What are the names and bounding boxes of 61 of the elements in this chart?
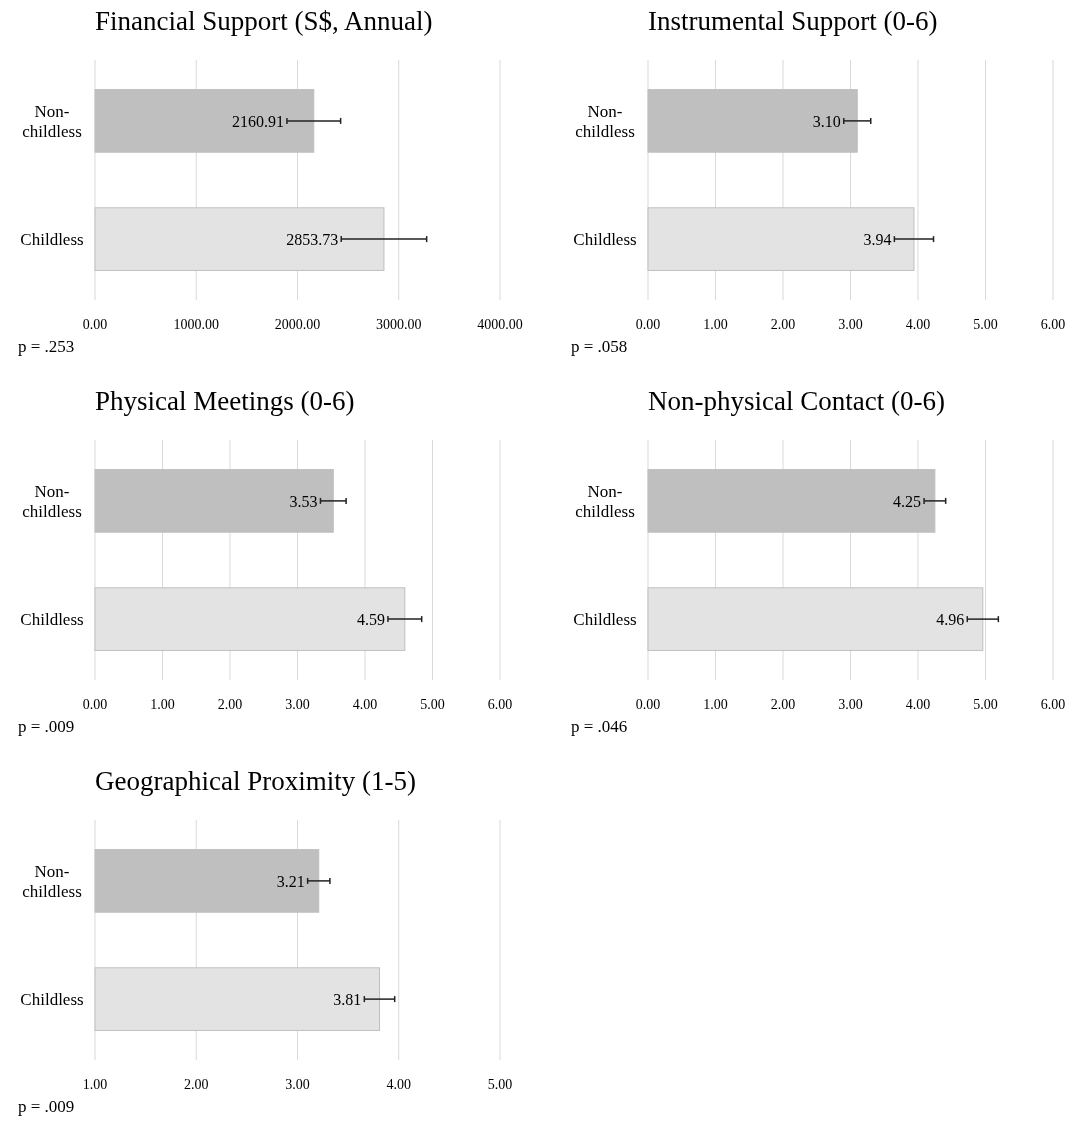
data-label: 3.81	[333, 991, 362, 1009]
x-tick-label: 4.00	[386, 1077, 411, 1092]
x-tick-label: 3.00	[838, 697, 863, 712]
x-tick-label: 4000.00	[477, 317, 523, 332]
chart-title: Instrumental Support (0-6)	[648, 6, 938, 36]
y-tick-label: Childless	[20, 990, 84, 1010]
x-tick-label: 1000.00	[173, 317, 219, 332]
data-label: 4.25	[893, 492, 922, 510]
x-tick-label: 3000.00	[376, 317, 422, 332]
x-tick-label: 4.00	[352, 697, 378, 712]
x-tick-label: 5.00	[420, 697, 445, 712]
x-tick-label: 1.00	[82, 1077, 108, 1092]
x-tick-label: 5.00	[487, 1077, 513, 1092]
x-tick-label: 2.00	[184, 1077, 209, 1092]
chart-title: Physical Meetings (0-6)	[95, 386, 355, 416]
chart-title: Geographical Proximity (1-5)	[95, 766, 416, 796]
x-tick-label: 1.00	[703, 317, 728, 332]
y-tick-label: Childless	[573, 610, 637, 630]
x-tick-label: 4.00	[905, 697, 931, 712]
text: p = .058	[571, 337, 628, 356]
y-tick-label: Non-childless	[575, 101, 635, 141]
data-label: 3.94	[863, 231, 892, 249]
x-tick-label: 2.00	[217, 697, 243, 712]
x-tick-label: 3.00	[285, 697, 310, 712]
y-tick-label: Childless	[20, 230, 84, 250]
data-label: 2853.73	[286, 231, 339, 249]
x-tick-label: 0.00	[635, 697, 661, 712]
x-tick-label: 0.00	[635, 317, 661, 332]
x-tick-label: 3.00	[838, 317, 863, 332]
x-tick-label: 0.00	[82, 697, 108, 712]
text: p = .009	[18, 1097, 75, 1116]
x-tick-label: 2.00	[770, 317, 796, 332]
y-tick-label: Childless	[573, 230, 637, 250]
y-tick-label: Childless	[20, 610, 84, 630]
x-tick-label: 6.00	[487, 697, 513, 712]
data-label: 3.10	[812, 112, 841, 130]
x-tick-label: 2000.00	[274, 317, 321, 332]
x-tick-label: 0.00	[82, 317, 108, 332]
x-tick-label: 1.00	[150, 697, 175, 712]
chart-title: Financial Support (S$, Annual)	[95, 6, 433, 36]
x-tick-label: 4.00	[905, 317, 931, 332]
text: p = .046	[571, 717, 628, 736]
text: p = .253	[18, 337, 75, 356]
data-label: 2160.91	[231, 112, 284, 130]
y-tick-label: Non-childless	[22, 481, 82, 521]
x-tick-label: 6.00	[1040, 317, 1066, 332]
data-label: 3.21	[276, 872, 305, 890]
y-tick-label: Non-childless	[22, 861, 82, 901]
y-tick-label: Non-childless	[22, 101, 82, 141]
data-label: 4.59	[356, 611, 385, 629]
data-label: 3.53	[289, 492, 318, 510]
x-tick-label: 6.00	[1040, 697, 1066, 712]
x-tick-label: 2.00	[770, 697, 796, 712]
x-tick-label: 5.00	[973, 697, 998, 712]
chart-title: Non-physical Contact (0-6)	[648, 386, 945, 416]
x-tick-label: 3.00	[285, 1077, 310, 1092]
x-tick-label: 5.00	[973, 317, 998, 332]
x-tick-label: 1.00	[703, 697, 728, 712]
data-label: 4.96	[936, 611, 965, 629]
text: p = .009	[18, 717, 75, 736]
y-tick-label: Non-childless	[575, 481, 635, 521]
